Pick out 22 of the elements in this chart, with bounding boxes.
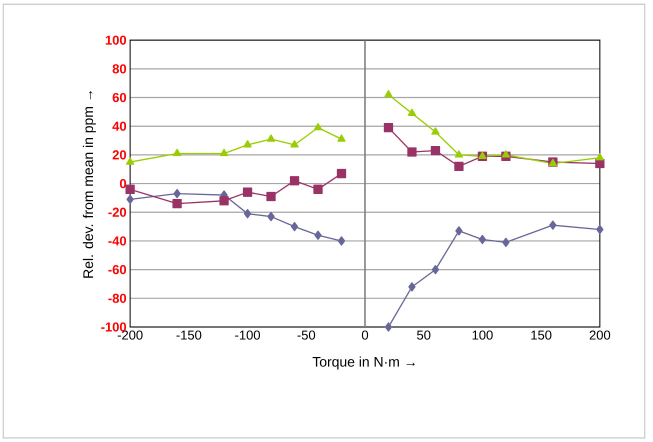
x-tick-label: -200 [118,330,143,340]
x-tick-label: 50 [417,330,430,340]
y-tick-label: 20 [112,150,126,160]
y-tick-label: 80 [112,64,126,74]
y-tick-label: -20 [108,208,126,217]
y-tick-label: 40 [112,122,126,131]
y-tick-label: 60 [112,92,126,102]
x-tick-label: -50 [297,330,316,340]
x-axis-title: Torque in N·m → [312,356,415,370]
y-axis-title: Rel. dev. from mean in ppm → [82,91,96,278]
x-tick-label: 100 [472,330,493,340]
x-tick-label: -150 [176,330,202,340]
x-tick-label: 0 [362,330,368,340]
y-tick-label: -80 [108,294,126,303]
y-tick-label: -60 [108,264,126,274]
x-tick-label: -100 [235,330,260,340]
y-tick-label: -100 [101,322,126,332]
x-tick-label: 200 [590,330,610,340]
x-tick-label: 150 [531,330,552,340]
y-tick-label: -40 [108,236,126,246]
y-tick-label: 100 [106,36,126,45]
y-tick-label: 0 [120,178,126,188]
